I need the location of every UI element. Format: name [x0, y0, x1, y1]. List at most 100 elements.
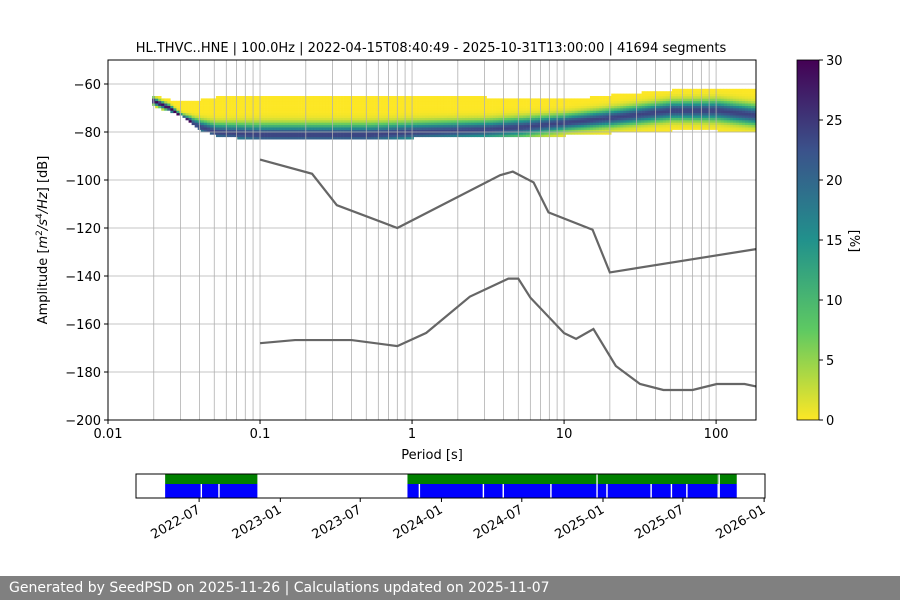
pdf-cell — [383, 120, 387, 123]
pdf-cell — [416, 96, 420, 99]
pdf-cell — [726, 98, 731, 102]
pdf-cell — [544, 132, 548, 135]
pdf-cell — [398, 112, 402, 116]
pdf-cell — [483, 96, 487, 99]
pdf-cell — [234, 129, 238, 133]
pdf-cell — [611, 124, 615, 128]
pdf-cell — [380, 110, 384, 114]
pdf-cell — [729, 122, 734, 126]
pdf-cell — [735, 91, 740, 94]
pdf-cell — [665, 98, 670, 102]
pdf-cell — [355, 136, 360, 140]
pdf-cell — [538, 132, 542, 135]
pdf-cell — [407, 96, 411, 99]
pdf-cell — [638, 120, 642, 123]
pdf-cell — [586, 115, 591, 118]
pdf-cell — [720, 112, 725, 116]
pdf-cell — [599, 124, 603, 128]
pdf-cell — [252, 134, 256, 138]
pdf-cell — [665, 112, 670, 116]
pdf-cell — [386, 134, 390, 138]
pdf-cell — [553, 108, 557, 111]
pdf-cell — [708, 108, 712, 111]
pdf-cell — [386, 127, 390, 130]
pdf-cell — [404, 105, 408, 109]
pdf-cell — [629, 112, 633, 116]
pdf-cell — [541, 134, 545, 138]
pdf-cell — [291, 100, 296, 104]
pdf-cell — [276, 129, 281, 133]
pdf-cell — [675, 108, 679, 111]
pdf-cell — [495, 115, 500, 118]
pdf-cell — [605, 105, 609, 109]
pdf-cell — [407, 136, 411, 140]
pdf-cell — [206, 110, 211, 114]
pdf-cell — [483, 103, 487, 106]
pdf-cell — [240, 132, 244, 135]
pdf-cell — [361, 96, 366, 99]
pdf-cell — [711, 120, 715, 123]
pdf-cell — [744, 108, 749, 111]
pdf-cell — [407, 124, 411, 128]
pdf-cell — [264, 112, 268, 116]
pdf-cell — [687, 117, 691, 121]
pdf-cell — [662, 120, 667, 123]
pdf-cell — [580, 98, 585, 102]
pdf-cell — [620, 108, 624, 111]
pdf-cell — [459, 110, 463, 114]
pdf-cell — [404, 112, 408, 116]
pdf-cell — [215, 120, 220, 123]
pdf-cell — [523, 105, 527, 109]
pdf-cell — [404, 110, 408, 114]
pdf-cell — [690, 112, 694, 116]
pdf-cell — [307, 98, 311, 102]
pdf-cell — [741, 96, 746, 99]
pdf-cell — [413, 108, 417, 111]
pdf-cell — [723, 115, 728, 118]
pdf-cell — [164, 98, 168, 102]
pdf-cell — [273, 98, 278, 102]
pdf-cell — [273, 115, 278, 118]
pdf-cell — [386, 105, 390, 109]
x-tick-label: 0.01 — [94, 427, 123, 442]
pdf-cell — [568, 124, 572, 128]
timeline-tick-label: 2025-01 — [552, 502, 607, 542]
pdf-cell — [720, 110, 725, 114]
pdf-cell — [684, 110, 688, 114]
pdf-cell — [611, 98, 615, 102]
pdf-cell — [702, 108, 706, 111]
pdf-cell — [361, 103, 366, 106]
pdf-cell — [416, 120, 420, 123]
pdf-cell — [234, 122, 238, 126]
coverage-bar — [165, 474, 258, 484]
pdf-cell — [294, 108, 299, 111]
pdf-cell — [589, 112, 594, 116]
pdf-cell — [662, 129, 667, 133]
pdf-cell — [322, 98, 326, 102]
pdf-cell — [398, 127, 402, 130]
pdf-cell — [285, 112, 290, 116]
pdf-cell — [450, 127, 454, 130]
pdf-cell — [477, 129, 481, 133]
pdf-cell — [225, 129, 229, 133]
pdf-cell — [434, 115, 439, 118]
pdf-cell — [167, 100, 171, 104]
pdf-cell — [270, 134, 275, 138]
pdf-cell — [486, 98, 490, 102]
pdf-cell — [754, 105, 757, 109]
pdf-cell — [462, 117, 466, 121]
pdf-cell — [398, 136, 402, 140]
pdf-cell — [556, 103, 560, 106]
pdf-cell — [623, 103, 627, 106]
pdf-cell — [447, 115, 451, 118]
pdf-cell — [316, 115, 320, 118]
pdf-cell — [471, 110, 475, 114]
pdf-cell — [717, 120, 721, 123]
pdf-cell — [507, 100, 512, 104]
pdf-cell — [386, 129, 390, 133]
pdf-cell — [504, 115, 509, 118]
pdf-cell — [225, 110, 229, 114]
pdf-cell — [215, 105, 220, 109]
pdf-cell — [675, 115, 679, 118]
pdf-cell — [744, 100, 749, 104]
